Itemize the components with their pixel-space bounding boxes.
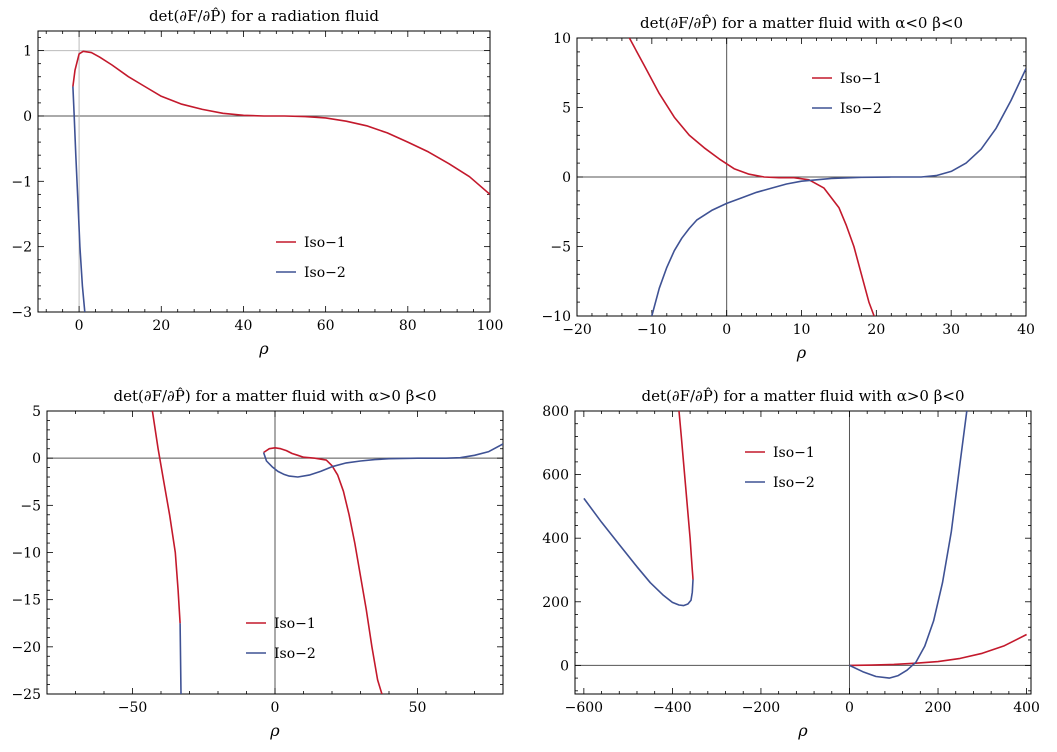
y-tick-label: 800	[542, 404, 569, 420]
x-tick-label: 80	[399, 318, 417, 334]
x-tick-label: −50	[118, 700, 148, 716]
x-tick-label: −10	[637, 322, 667, 338]
legend: Iso−1 Iso−2	[812, 71, 882, 117]
x-axis-label: ρ	[797, 721, 808, 740]
y-tick-label: −2	[11, 240, 32, 256]
x-tick-label: −200	[742, 700, 780, 716]
chart-title: det(∂F/∂P̂) for a matter fluid with α>0 …	[641, 387, 964, 405]
y-tick-label: 600	[542, 468, 569, 484]
y-tick-label: 0	[23, 109, 32, 125]
x-tick-label: 0	[75, 318, 84, 334]
x-tick-label: 60	[317, 318, 335, 334]
series-group	[628, 38, 1026, 316]
x-tick-label: 50	[409, 700, 427, 716]
legend-label-iso-1: Iso−1	[840, 71, 882, 87]
x-tick-label: 40	[235, 318, 253, 334]
series-line-iso-2	[849, 411, 968, 679]
y-tick-label: −20	[11, 640, 41, 656]
series-line-iso-1	[678, 411, 694, 580]
x-tick-label: 10	[793, 322, 811, 338]
chart-panel-4: det(∂F/∂P̂) for a matter fluid with α>0 …	[542, 387, 1040, 740]
x-tick-label: −400	[653, 700, 691, 716]
x-tick-label: 200	[925, 700, 952, 716]
y-tick-label: −10	[541, 309, 571, 325]
series-line-iso-1	[849, 633, 1027, 667]
series-line-iso-2	[262, 443, 503, 478]
y-tick-label: −5	[550, 240, 571, 256]
series-group	[583, 411, 1027, 679]
legend-label-iso-2: Iso−2	[773, 475, 815, 491]
y-tick-label: 5	[32, 404, 41, 420]
x-tick-label: 30	[942, 322, 960, 338]
plot-frame	[37, 30, 491, 313]
series-line-iso-2	[179, 623, 182, 694]
x-tick-label: −600	[565, 700, 603, 716]
x-tick-label: 20	[152, 318, 170, 334]
y-tick-label: −5	[20, 498, 41, 514]
x-tick-label: 100	[477, 318, 504, 334]
x-tick-label: 0	[845, 700, 854, 716]
series-line-iso-1	[263, 447, 383, 694]
y-tick-label: 0	[32, 451, 41, 467]
tick-marks	[46, 410, 504, 695]
series-line-iso-1	[151, 411, 181, 624]
series-group	[72, 50, 490, 312]
legend-label-iso-1: Iso−1	[304, 235, 346, 251]
series-line-iso-2	[72, 86, 86, 312]
x-axis-label: ρ	[258, 339, 269, 358]
y-tick-label: 400	[542, 531, 569, 547]
y-tick-label: 0	[562, 170, 571, 186]
y-tick-label: −15	[11, 593, 41, 609]
legend-label-iso-2: Iso−2	[274, 646, 316, 662]
plot-frame	[574, 410, 1032, 695]
y-tick-label: −3	[11, 305, 32, 321]
x-tick-label: 0	[271, 700, 280, 716]
series-group	[151, 411, 503, 694]
series-line-iso-1	[72, 50, 490, 196]
series-line-iso-2	[583, 497, 694, 607]
y-tick-label: −10	[11, 546, 41, 562]
legend: Iso−1 Iso−2	[246, 616, 316, 662]
chart-title: det(∂F/∂P̂) for a radiation fluid	[149, 7, 379, 25]
legend-label-iso-2: Iso−2	[304, 265, 346, 281]
legend-label-iso-1: Iso−1	[773, 445, 815, 461]
chart-panel-3: det(∂F/∂P̂) for a matter fluid with α>0 …	[11, 387, 504, 740]
y-tick-label: −25	[11, 687, 41, 703]
y-tick-label: 0	[560, 658, 569, 674]
y-tick-label: 10	[553, 31, 571, 47]
y-tick-label: 200	[542, 595, 569, 611]
y-tick-label: −1	[11, 174, 32, 190]
chart-panel-1: det(∂F/∂P̂) for a radiation fluid 0 20 40 60…	[11, 7, 503, 358]
legend: Iso−1 Iso−2	[745, 445, 815, 491]
x-tick-label: −20	[562, 322, 592, 338]
x-axis-label: ρ	[796, 343, 807, 362]
x-tick-label: 20	[867, 322, 885, 338]
y-tick-label: 1	[23, 44, 32, 60]
x-tick-label: 0	[722, 322, 731, 338]
x-tick-label: 400	[1013, 700, 1040, 716]
y-tick-label: 5	[562, 101, 571, 117]
x-tick-label: 40	[1017, 322, 1035, 338]
legend-label-iso-2: Iso−2	[840, 101, 882, 117]
chart-title: det(∂F/∂P̂) for a matter fluid with α<0 …	[640, 14, 963, 32]
legend: Iso−1 Iso−2	[276, 235, 346, 281]
tick-marks	[38, 31, 491, 313]
legend-label-iso-1: Iso−1	[274, 616, 316, 632]
chart-panel-2: det(∂F/∂P̂) for a matter fluid with α<0 …	[541, 14, 1034, 362]
chart-title: det(∂F/∂P̂) for a matter fluid with α>0 …	[113, 387, 436, 405]
series-line-iso-2	[651, 68, 1026, 316]
x-axis-label: ρ	[269, 721, 280, 740]
tick-marks	[575, 410, 1031, 694]
series-line-iso-1	[628, 38, 875, 316]
